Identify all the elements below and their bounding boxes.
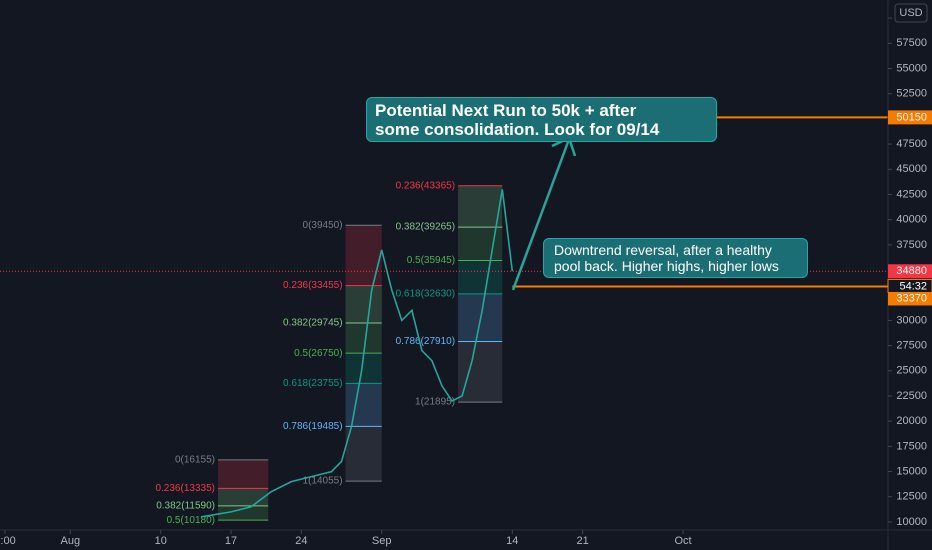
fib-label: 1(14055) xyxy=(303,476,343,487)
fib-band xyxy=(217,459,269,489)
fib-label: 0.5(10180) xyxy=(167,515,215,526)
x-tick-label: Sep xyxy=(372,535,392,547)
y-tick-label: 25000 xyxy=(896,365,927,377)
x-tick-label: 24 xyxy=(295,535,307,547)
price-tag xyxy=(888,110,932,125)
y-tick-label: 30000 xyxy=(896,314,927,326)
currency: USD xyxy=(899,7,922,19)
fib-layer: 0(16155) 0.236(13335) 0.382(11590) 0.5(1018… xyxy=(155,180,503,526)
fib-label: 1(21895) xyxy=(415,397,455,408)
arrow xyxy=(511,141,570,291)
countdown: 54:32 xyxy=(899,280,927,292)
fib-label: 0.786(19485) xyxy=(283,421,343,432)
y-tick-label: 45000 xyxy=(896,163,927,175)
fib-band xyxy=(458,341,503,403)
x-tick-label: 17 xyxy=(225,535,237,547)
callout-line: Potential Next Run to 50k + after xyxy=(375,101,637,120)
x-tick-label: 21 xyxy=(576,535,588,547)
main-layer xyxy=(0,116,888,518)
y-tick-label: 37500 xyxy=(896,239,927,251)
y-tick-label: 22500 xyxy=(896,390,927,402)
y-tick-label: 52500 xyxy=(896,88,927,100)
y-tick-label: 20000 xyxy=(896,415,927,427)
price-tag xyxy=(888,291,932,306)
fib-label: 0.236(33455) xyxy=(283,280,343,291)
y-tick-label: 40000 xyxy=(896,214,927,226)
callout-line: some consolidation. Look for 09/14 xyxy=(375,120,660,139)
fib-band xyxy=(458,260,503,294)
price-tag-label: 34880 xyxy=(896,265,927,277)
y-tick-label: 42500 xyxy=(896,188,927,200)
fib-band xyxy=(345,225,382,286)
x-tick-label: Aug xyxy=(61,535,81,547)
fib-band xyxy=(217,505,269,521)
y-tick-label: 12500 xyxy=(896,491,927,503)
y-tick-label: 55000 xyxy=(896,62,927,74)
callout: Downtrend reversal, after a healthy pool… xyxy=(543,238,808,278)
currency-box xyxy=(894,3,928,23)
x-tick-label: Oct xyxy=(675,535,692,547)
fib-label: 0.236(43365) xyxy=(396,180,456,191)
x-tick-label: 7:00 xyxy=(0,535,16,547)
y-tick-label: 47500 xyxy=(896,138,927,150)
callout-line: Downtrend reversal, after a healthy xyxy=(554,242,772,258)
fib-label: 0.618(23755) xyxy=(283,378,343,389)
y-tick-label: 15000 xyxy=(896,465,927,477)
callout: Potential Next Run to 50k + after some c… xyxy=(366,97,717,142)
fib-label: 0.382(29745) xyxy=(283,318,343,329)
y-tick-label: 17500 xyxy=(896,440,927,452)
fib-label: 0(16155) xyxy=(175,455,215,466)
fib-label: 0.236(13335) xyxy=(155,483,215,494)
fib-band xyxy=(458,185,503,228)
y-tick-label: 57500 xyxy=(896,37,927,49)
y-tick-label: 27500 xyxy=(896,340,927,352)
fib-label: 0(39450) xyxy=(303,220,343,231)
x-tick-label: 10 xyxy=(155,535,167,547)
fib-label: 0.5(35945) xyxy=(407,255,455,266)
y-tick-label: 10000 xyxy=(896,516,927,528)
countdown-tag xyxy=(887,278,932,293)
fib-band xyxy=(345,285,382,323)
fib-band xyxy=(217,488,269,506)
fib-band xyxy=(345,426,382,482)
x-tick-label: 14 xyxy=(506,535,518,547)
callout-line: pool back. Higher highs, higher lows xyxy=(554,258,779,274)
price-tag-label: 33370 xyxy=(896,292,927,304)
price-line xyxy=(200,189,514,518)
fib-label: 0.5(26750) xyxy=(294,348,342,359)
price-tag xyxy=(888,264,932,279)
price-tag-label: 50150 xyxy=(896,111,927,123)
fib-label: 0.382(11590) xyxy=(156,501,215,512)
fib-band xyxy=(345,383,382,427)
fib-label: 0.786(27910) xyxy=(396,336,456,347)
fib-label: 0.618(32630) xyxy=(396,289,456,300)
fib-label: 0.382(39265) xyxy=(396,222,456,233)
